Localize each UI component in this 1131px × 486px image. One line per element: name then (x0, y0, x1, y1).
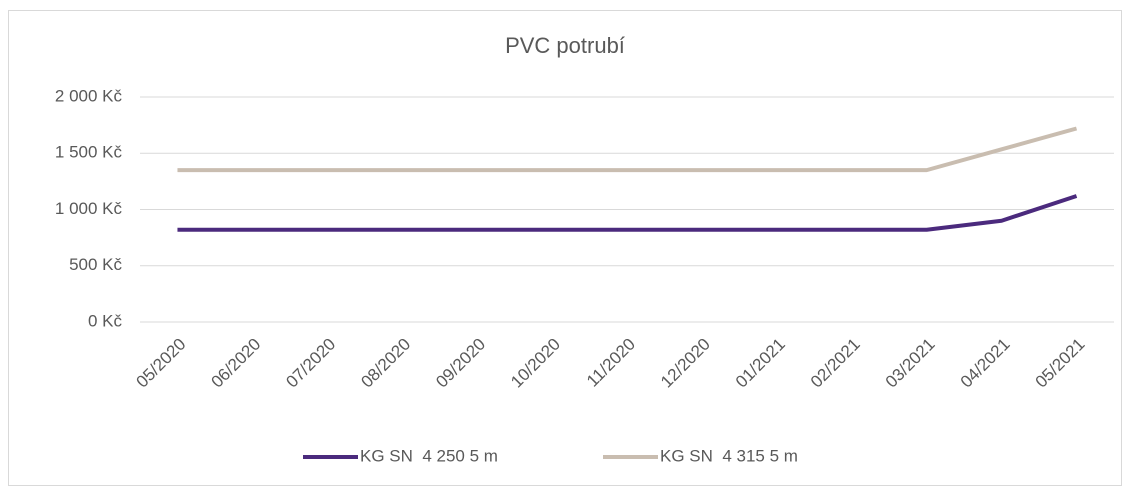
chart-frame (8, 10, 1122, 486)
y-tick-label: 1 000 Kč (55, 199, 123, 218)
y-tick-label: 2 000 Kč (55, 86, 123, 105)
y-tick-label: 1 500 Kč (55, 143, 123, 162)
series-line (177, 194, 1078, 232)
legend-label: KG SN 4 315 5 m (660, 446, 798, 465)
y-tick-label: 0 Kč (88, 311, 123, 330)
chart-title: PVC potrubí (505, 33, 625, 58)
series-line (177, 126, 1078, 173)
y-tick-label: 500 Kč (69, 255, 122, 274)
legend-label: KG SN 4 250 5 m (360, 446, 498, 465)
